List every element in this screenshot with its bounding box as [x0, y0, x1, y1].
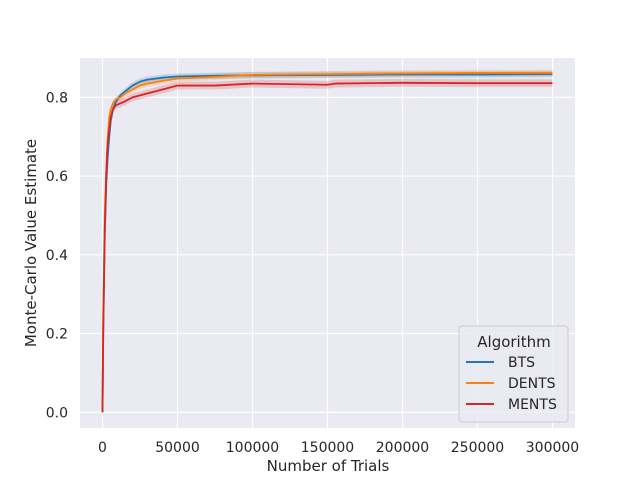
x-tick-label: 50000	[155, 440, 200, 456]
series-lines	[101, 72, 553, 413]
x-tick-label: 100000	[226, 440, 279, 456]
legend-title: Algorithm	[477, 333, 550, 351]
y-tick-label: 0.2	[46, 327, 68, 343]
x-tick-label: 250000	[451, 440, 504, 456]
x-tick-label: 0	[98, 440, 107, 456]
x-tick-labels: 0 50000 100000 150000 200000 250000 300000	[98, 440, 579, 456]
legend-label-ments: MENTS	[508, 397, 557, 413]
legend-box	[458, 325, 569, 423]
legend-label-bts: BTS	[508, 355, 535, 371]
series-line-ments	[101, 81, 553, 413]
legend: Algorithm BTS DENTS MENTS	[458, 325, 569, 423]
x-axis-label: Number of Trials	[267, 457, 390, 475]
y-tick-labels: 0.0 0.2 0.4 0.6 0.8	[46, 90, 68, 421]
x-tick-label: 150000	[301, 440, 354, 456]
x-tick-label: 300000	[526, 440, 579, 456]
y-tick-label: 0.4	[46, 248, 68, 264]
y-tick-label: 0.0	[46, 405, 68, 421]
x-tick-label: 200000	[376, 440, 429, 456]
y-tick-label: 0.8	[46, 90, 68, 106]
grid	[80, 58, 575, 428]
y-tick-label: 0.6	[46, 169, 68, 185]
y-axis-label: Monte-Carlo Value Estimate	[22, 139, 40, 347]
legend-label-dents: DENTS	[508, 376, 556, 392]
